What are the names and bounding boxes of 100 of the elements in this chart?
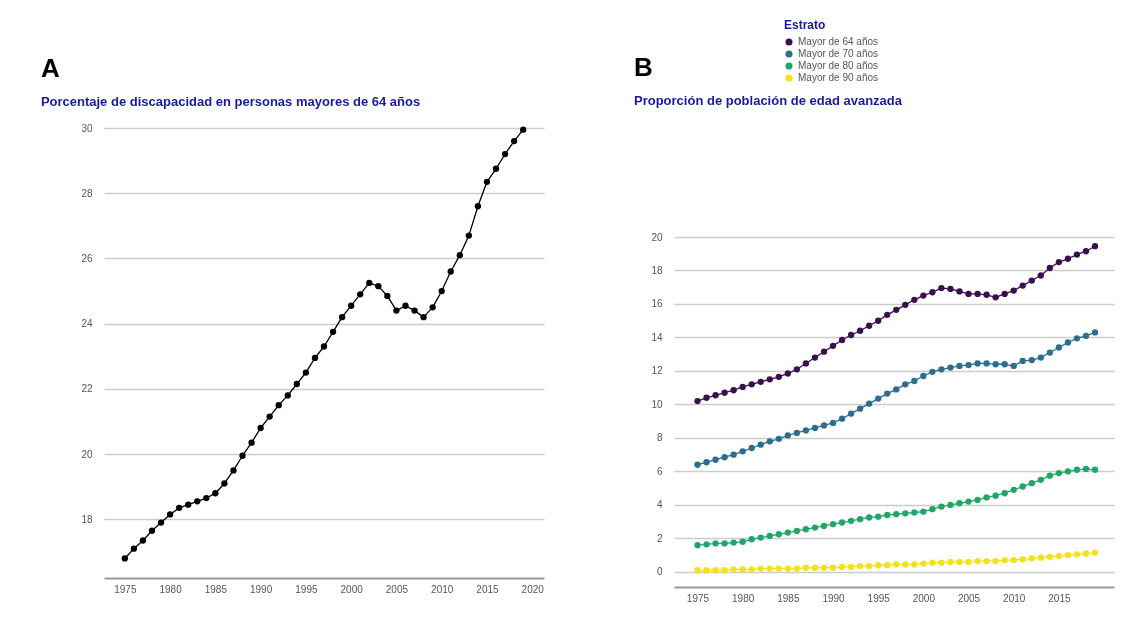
point [1037,354,1044,361]
point [893,386,900,393]
y-tick-label: 14 [651,331,663,343]
point [730,566,737,573]
point [465,232,473,239]
point [320,343,328,350]
point [775,435,782,442]
point [983,494,990,501]
point [974,557,981,565]
point [884,390,891,397]
point [929,505,936,513]
point [856,562,864,570]
point [1001,557,1008,564]
point [911,296,918,303]
legend-label: Mayor de 70 años [798,48,879,59]
point [766,376,773,383]
point [938,366,945,373]
x-tick-label: 2015 [476,583,500,595]
point [893,561,900,568]
point [694,397,701,405]
y-tick-label: 18 [651,264,663,276]
point [411,307,418,314]
point [212,490,219,497]
point [920,372,927,380]
point [357,291,364,298]
point [1019,282,1026,289]
point [838,519,846,526]
point [1055,258,1063,266]
point [974,360,981,367]
point [1091,243,1099,250]
point [1028,480,1035,487]
point [194,498,201,505]
point [1001,290,1008,298]
point [893,306,900,313]
point [784,565,791,572]
point [1055,469,1063,477]
y-tick-label: 8 [656,432,663,444]
point [121,555,128,562]
point [856,405,864,412]
text: A [40,53,60,83]
point [793,527,801,535]
point [865,322,873,329]
point [456,252,463,259]
point [784,370,791,377]
point [820,422,828,429]
point [865,514,873,521]
point [793,565,801,572]
x-tick-label: 1975 [114,583,137,595]
y-tick-label: 10 [651,398,663,410]
point [956,500,963,507]
y-tick-label: 0 [656,566,663,578]
point [947,501,954,509]
point [847,517,855,525]
point [148,527,156,534]
point [847,410,855,417]
point [739,383,746,391]
x-tick-label: 1980 [159,583,183,595]
x-tick-label: 2010 [1003,592,1026,604]
point [911,561,918,568]
point [703,541,710,548]
point [938,559,945,566]
point [1046,349,1054,356]
point [694,567,701,574]
point [875,513,882,520]
point [929,289,936,296]
point [712,456,719,463]
point [757,378,764,386]
point [730,451,737,458]
legend-label: Mayor de 64 años [798,36,879,47]
point [902,561,909,568]
x-tick-label: 2020 [521,583,545,595]
point [748,566,755,573]
point [1028,555,1035,562]
point [447,268,454,275]
x-tick-label: 1985 [777,592,800,604]
point [766,565,773,572]
point [1073,466,1081,473]
point [266,413,273,420]
point [1019,483,1026,490]
point [510,137,518,145]
point [1019,357,1026,365]
point [1010,557,1017,564]
point [947,364,954,371]
point [1073,251,1081,258]
point [703,394,710,401]
point [811,564,819,571]
point [902,381,909,388]
point [811,524,819,531]
point [920,292,927,299]
point [739,566,746,573]
point [284,392,291,399]
point [492,165,500,172]
point [1073,551,1081,558]
y-tick-label: 22 [81,383,93,395]
point [757,534,764,541]
point [302,369,310,376]
point [1019,556,1026,563]
point [1010,486,1017,494]
x-tick-label: 2005 [385,583,409,595]
point [820,348,828,355]
